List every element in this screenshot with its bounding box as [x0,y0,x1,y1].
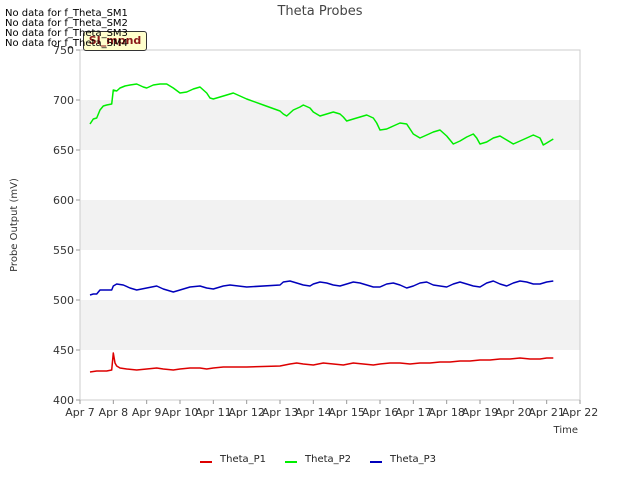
series-line-theta-p2 [89,83,554,146]
legend-swatch-theta-p1 [200,461,212,463]
x-tick-label: Apr 14 [295,406,332,419]
plot-frame [79,49,581,401]
no-data-message-sm3: No data for f_Theta_SM3 [5,28,128,39]
x-tick-label: Apr 18 [428,406,465,419]
chart-title: Theta Probes [276,4,362,19]
x-tick-label: Apr 16 [362,406,399,419]
legend-swatch-theta-p3 [370,461,382,463]
no-data-message-sm4: No data for f_Theta_SM4 [5,38,128,49]
x-tick-label: Apr 21 [528,406,565,419]
x-tick-label: Apr 17 [395,406,432,419]
legend-swatch-theta-p2 [285,461,297,463]
x-tick-label: Apr 12 [228,406,265,419]
y-tick-label: 650 [53,144,74,157]
y-tick-label: 450 [53,344,74,357]
y-axis-label: Probe Output (mV) [9,178,20,272]
x-tick-label: Apr 9 [132,406,162,419]
x-tick-label: Apr 13 [262,406,299,419]
x-tick-label: Apr 10 [162,406,199,419]
y-tick-label: 500 [53,294,74,307]
x-tick-label: Apr 7 [65,406,95,419]
x-tick-label: Apr 20 [495,406,532,419]
y-tick-label: 550 [53,244,74,257]
grid-bands [80,100,580,350]
legend-label-theta-p3: Theta_P3 [390,454,437,465]
no-data-message-sm2: No data for f_Theta_SM2 [5,18,128,29]
x-tick-label: Apr 15 [328,406,365,419]
y-tick-label: 700 [53,94,74,107]
x-tick-label: Apr 11 [195,406,232,419]
no-data-message-sm1: No data for f_Theta_SM1 [5,8,128,19]
y-tick-label: 600 [53,194,74,207]
y-axis: 400 450 500 550 600 650 700 750 [53,44,80,407]
grid-band [80,100,580,150]
grid-band [80,200,580,250]
series-line-theta-p3 [89,280,554,296]
x-tick-label: Apr 8 [99,406,129,419]
series-line-theta-p1 [89,352,554,373]
series-lines [89,83,554,373]
x-tick-label: Apr 19 [462,406,499,419]
legend: Theta_P1 Theta_P2 Theta_P3 [0,454,640,468]
stamp-label: SI_mpnd [83,31,147,51]
y-tick-label: 750 [53,44,74,57]
grid-band [80,300,580,350]
y-tick-label: 400 [53,394,74,407]
legend-label-theta-p1: Theta_P1 [220,454,267,465]
x-axis-label: Time [553,425,578,436]
x-tick-label: Apr 22 [562,406,599,419]
legend-label-theta-p2: Theta_P2 [305,454,352,465]
